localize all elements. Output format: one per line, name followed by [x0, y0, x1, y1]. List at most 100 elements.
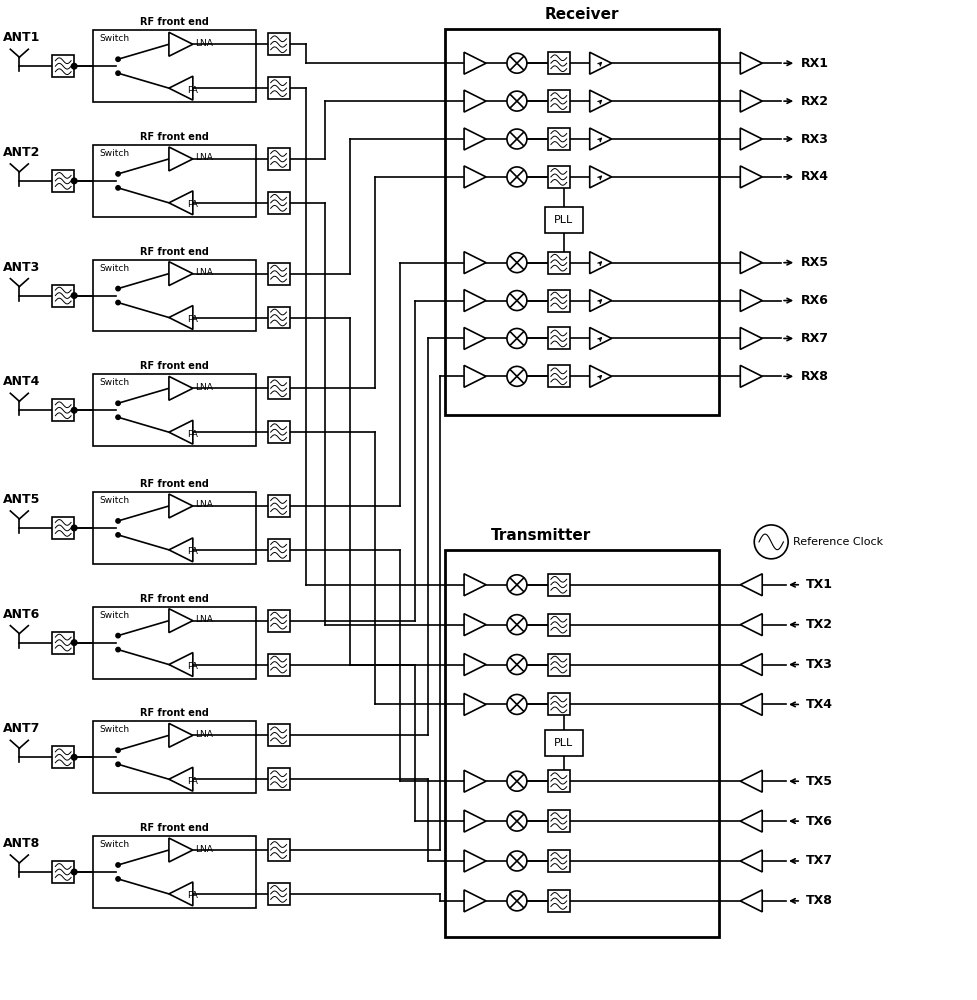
Polygon shape — [741, 654, 762, 676]
Text: TX7: TX7 — [806, 854, 833, 867]
FancyBboxPatch shape — [93, 145, 256, 217]
FancyBboxPatch shape — [548, 365, 570, 387]
Polygon shape — [590, 128, 612, 150]
Circle shape — [116, 57, 120, 61]
Polygon shape — [169, 376, 192, 400]
Text: TX8: TX8 — [806, 894, 833, 907]
Polygon shape — [590, 166, 612, 188]
Polygon shape — [741, 850, 762, 872]
FancyBboxPatch shape — [268, 377, 289, 399]
Circle shape — [116, 748, 120, 752]
Polygon shape — [169, 767, 192, 791]
Polygon shape — [741, 128, 762, 150]
FancyBboxPatch shape — [52, 632, 74, 654]
Text: RX8: RX8 — [801, 370, 828, 383]
FancyBboxPatch shape — [548, 770, 570, 792]
Polygon shape — [741, 327, 762, 349]
Text: TX1: TX1 — [806, 578, 833, 591]
Text: Transmitter: Transmitter — [491, 528, 591, 543]
Text: Switch: Switch — [99, 34, 129, 43]
Text: RX5: RX5 — [801, 256, 829, 269]
FancyBboxPatch shape — [548, 850, 570, 872]
FancyBboxPatch shape — [268, 610, 289, 632]
Text: Switch: Switch — [99, 149, 129, 158]
Circle shape — [507, 811, 527, 831]
FancyBboxPatch shape — [93, 492, 256, 564]
Circle shape — [71, 869, 77, 875]
Text: ANT8: ANT8 — [3, 837, 41, 850]
FancyBboxPatch shape — [52, 285, 74, 307]
Circle shape — [507, 53, 527, 73]
Circle shape — [507, 891, 527, 911]
Text: ANT7: ANT7 — [3, 722, 41, 735]
FancyBboxPatch shape — [545, 730, 582, 756]
FancyBboxPatch shape — [268, 539, 289, 561]
Circle shape — [507, 575, 527, 595]
Text: RX1: RX1 — [801, 57, 829, 70]
Text: LNA: LNA — [194, 615, 213, 624]
FancyBboxPatch shape — [548, 890, 570, 912]
Text: RX4: RX4 — [801, 170, 829, 183]
FancyBboxPatch shape — [52, 55, 74, 77]
Polygon shape — [590, 327, 612, 349]
Text: Switch: Switch — [99, 378, 129, 387]
Polygon shape — [464, 290, 486, 312]
Polygon shape — [464, 890, 486, 912]
Text: LNA: LNA — [194, 153, 213, 162]
Polygon shape — [464, 850, 486, 872]
FancyBboxPatch shape — [446, 550, 719, 937]
FancyBboxPatch shape — [268, 495, 289, 517]
Circle shape — [507, 129, 527, 149]
Circle shape — [71, 525, 77, 531]
Polygon shape — [464, 327, 486, 349]
Circle shape — [71, 178, 77, 184]
FancyBboxPatch shape — [548, 614, 570, 636]
FancyBboxPatch shape — [52, 170, 74, 192]
FancyBboxPatch shape — [268, 33, 289, 55]
FancyBboxPatch shape — [548, 166, 570, 188]
FancyBboxPatch shape — [548, 574, 570, 596]
Text: Switch: Switch — [99, 840, 129, 849]
Polygon shape — [169, 147, 192, 171]
Text: PLL: PLL — [554, 738, 573, 748]
Text: Switch: Switch — [99, 496, 129, 505]
Circle shape — [507, 655, 527, 675]
Polygon shape — [464, 90, 486, 112]
Circle shape — [71, 640, 77, 645]
Polygon shape — [741, 614, 762, 636]
Text: PA: PA — [187, 891, 197, 900]
Text: PA: PA — [187, 430, 197, 439]
Polygon shape — [169, 494, 192, 518]
Polygon shape — [169, 262, 192, 286]
Text: RF front end: RF front end — [140, 361, 209, 371]
FancyBboxPatch shape — [93, 30, 256, 102]
FancyBboxPatch shape — [268, 307, 289, 328]
Text: Switch: Switch — [99, 264, 129, 273]
Polygon shape — [169, 306, 192, 329]
Text: ANT3: ANT3 — [3, 261, 41, 274]
Circle shape — [116, 300, 120, 305]
Text: Reference Clock: Reference Clock — [793, 537, 883, 547]
Circle shape — [507, 851, 527, 871]
Text: PA: PA — [187, 547, 197, 556]
Polygon shape — [464, 166, 486, 188]
Text: RX3: RX3 — [801, 133, 828, 146]
Circle shape — [116, 519, 120, 523]
Circle shape — [116, 863, 120, 867]
Polygon shape — [464, 654, 486, 676]
Text: PLL: PLL — [554, 215, 573, 225]
Text: ANT2: ANT2 — [3, 146, 41, 159]
FancyBboxPatch shape — [268, 724, 289, 746]
Circle shape — [71, 407, 77, 413]
Polygon shape — [464, 365, 486, 387]
Text: LNA: LNA — [194, 39, 213, 48]
Circle shape — [754, 525, 788, 559]
Polygon shape — [741, 890, 762, 912]
Polygon shape — [464, 614, 486, 636]
FancyBboxPatch shape — [93, 260, 256, 331]
Text: LNA: LNA — [194, 383, 213, 392]
Polygon shape — [590, 365, 612, 387]
FancyBboxPatch shape — [548, 52, 570, 74]
Circle shape — [71, 754, 77, 760]
FancyBboxPatch shape — [548, 90, 570, 112]
